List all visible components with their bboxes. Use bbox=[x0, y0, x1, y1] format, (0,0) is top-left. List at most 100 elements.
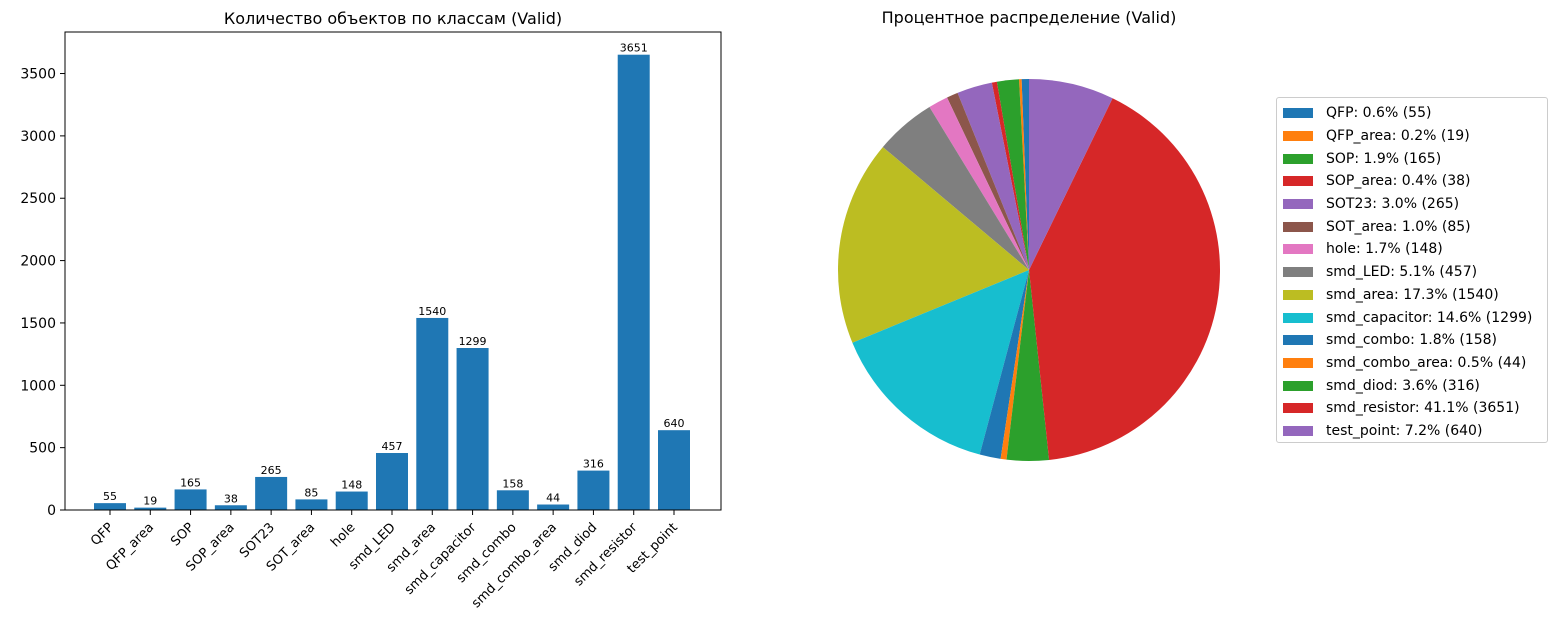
pie-slice-qfp bbox=[1021, 79, 1029, 270]
bar bbox=[134, 507, 167, 510]
legend-swatch bbox=[1283, 108, 1313, 119]
bar-value-label: 44 bbox=[546, 492, 560, 505]
bar-value-label: 3651 bbox=[620, 42, 648, 55]
legend-item: smd_resistor: 41.1% (3651) bbox=[1283, 397, 1547, 420]
bar bbox=[335, 491, 368, 510]
bar-value-label: 38 bbox=[224, 492, 238, 505]
legend-swatch bbox=[1283, 289, 1313, 300]
x-tick-label: hole bbox=[328, 520, 358, 550]
legend-label: test_point: 7.2% (640) bbox=[1326, 422, 1483, 439]
legend-item: smd_area: 17.3% (1540) bbox=[1283, 284, 1547, 307]
pie-slice-sop-area bbox=[991, 81, 1029, 270]
legend-label: SOT23: 3.0% (265) bbox=[1326, 196, 1460, 213]
pie-slice-smd-capacitor bbox=[852, 270, 1029, 455]
legend-label: SOP: 1.9% (165) bbox=[1326, 150, 1442, 167]
legend-swatch bbox=[1283, 267, 1313, 278]
legend-label: smd_combo_area: 0.5% (44) bbox=[1326, 354, 1527, 371]
legend-label: SOT_area: 1.0% (85) bbox=[1326, 218, 1471, 235]
pie-slice-smd-combo bbox=[979, 270, 1029, 459]
legend-label: smd_combo: 1.8% (158) bbox=[1326, 332, 1498, 349]
bar-value-label: 165 bbox=[180, 476, 201, 489]
pie-slice-sot-area bbox=[947, 92, 1029, 271]
x-tick-label: SOP bbox=[168, 520, 197, 549]
bar-value-label: 158 bbox=[502, 477, 523, 490]
bar-value-label: 316 bbox=[583, 458, 604, 471]
legend-item: smd_combo: 1.8% (158) bbox=[1283, 329, 1547, 352]
y-tick-label: 2000 bbox=[20, 254, 56, 270]
bar-value-label: 1540 bbox=[418, 305, 446, 318]
y-tick-label: 1500 bbox=[20, 316, 56, 332]
bar-value-label: 265 bbox=[261, 464, 282, 477]
legend-swatch bbox=[1283, 357, 1313, 368]
bar bbox=[456, 348, 489, 510]
legend-swatch bbox=[1283, 221, 1313, 232]
pie-slice-smd-resistor bbox=[1029, 98, 1220, 460]
bar-chart: 55QFP19QFP_area165SOP38SOP_area265SOT238… bbox=[20, 31, 722, 611]
x-tick-label: QFP bbox=[88, 520, 117, 549]
y-tick-label: 3000 bbox=[20, 129, 56, 145]
legend-item: hole: 1.7% (148) bbox=[1283, 238, 1547, 261]
legend-label: QFP_area: 0.2% (19) bbox=[1326, 128, 1470, 145]
legend-item: smd_diod: 3.6% (316) bbox=[1283, 374, 1547, 397]
legend-label: smd_area: 17.3% (1540) bbox=[1326, 286, 1499, 303]
legend-swatch bbox=[1283, 153, 1313, 164]
legend-item: smd_capacitor: 14.6% (1299) bbox=[1283, 306, 1547, 329]
y-tick-label: 0 bbox=[47, 503, 56, 519]
x-tick-label: smd_capacitor bbox=[402, 520, 480, 598]
bar-value-label: 1299 bbox=[459, 335, 487, 348]
legend-item: test_point: 7.2% (640) bbox=[1283, 420, 1547, 443]
bar bbox=[214, 505, 247, 510]
pie-slice-sop bbox=[996, 79, 1029, 271]
bar bbox=[94, 503, 126, 510]
pie-legend: QFP: 0.6% (55) QFP_area: 0.2% (19) SOP: 1.… bbox=[1276, 97, 1548, 443]
bar-value-label: 148 bbox=[341, 479, 362, 492]
pie-slice-hole bbox=[929, 97, 1029, 270]
bar-value-label: 457 bbox=[382, 440, 403, 453]
bar bbox=[537, 504, 570, 510]
legend-swatch bbox=[1283, 403, 1313, 414]
y-tick-label: 2500 bbox=[20, 191, 56, 207]
pie-chart-title: Процентное распределение (Valid) bbox=[882, 8, 1177, 27]
bar-value-label: 19 bbox=[143, 495, 157, 508]
bar bbox=[496, 490, 529, 510]
bar-value-label: 640 bbox=[664, 417, 685, 430]
legend-item: SOT23: 3.0% (265) bbox=[1283, 193, 1547, 216]
legend-label: smd_LED: 5.1% (457) bbox=[1326, 264, 1478, 281]
pie-chart bbox=[838, 79, 1220, 461]
bar bbox=[617, 54, 650, 510]
pie-slice-sot23 bbox=[957, 82, 1029, 271]
legend-swatch bbox=[1283, 199, 1313, 210]
pie-slice-smd-led bbox=[882, 107, 1029, 270]
legend-label: smd_diod: 3.6% (316) bbox=[1326, 377, 1480, 394]
legend-item: QFP_area: 0.2% (19) bbox=[1283, 125, 1547, 148]
bar-chart-title: Количество объектов по классам (Valid) bbox=[224, 9, 562, 28]
bar bbox=[295, 499, 328, 510]
legend-item: SOP: 1.9% (165) bbox=[1283, 147, 1547, 170]
bar bbox=[255, 476, 288, 510]
pie-slice-smd-diod bbox=[1006, 270, 1050, 461]
legend-label: smd_capacitor: 14.6% (1299) bbox=[1326, 309, 1533, 326]
y-tick-label: 1000 bbox=[20, 378, 56, 394]
legend-swatch bbox=[1283, 244, 1313, 255]
legend-swatch bbox=[1283, 312, 1313, 323]
legend-swatch bbox=[1283, 176, 1313, 187]
legend-item: smd_combo_area: 0.5% (44) bbox=[1283, 352, 1547, 375]
y-tick-label: 500 bbox=[29, 441, 56, 457]
bar-value-label: 55 bbox=[103, 490, 117, 503]
bar bbox=[416, 317, 449, 510]
legend-item: SOT_area: 1.0% (85) bbox=[1283, 215, 1547, 238]
bar-axes-frame bbox=[64, 31, 722, 511]
legend-label: hole: 1.7% (148) bbox=[1326, 241, 1443, 258]
y-tick-label: 3500 bbox=[20, 67, 56, 83]
bar bbox=[376, 453, 408, 510]
pie-slice-qfp-area bbox=[1019, 79, 1029, 270]
legend-item: QFP: 0.6% (55) bbox=[1283, 102, 1547, 125]
legend-item: smd_LED: 5.1% (457) bbox=[1283, 261, 1547, 284]
pie-slice-smd-area bbox=[838, 147, 1029, 343]
bar bbox=[577, 470, 610, 510]
legend-swatch bbox=[1283, 380, 1313, 391]
legend-label: smd_resistor: 41.1% (3651) bbox=[1326, 400, 1520, 417]
bar bbox=[174, 489, 207, 510]
